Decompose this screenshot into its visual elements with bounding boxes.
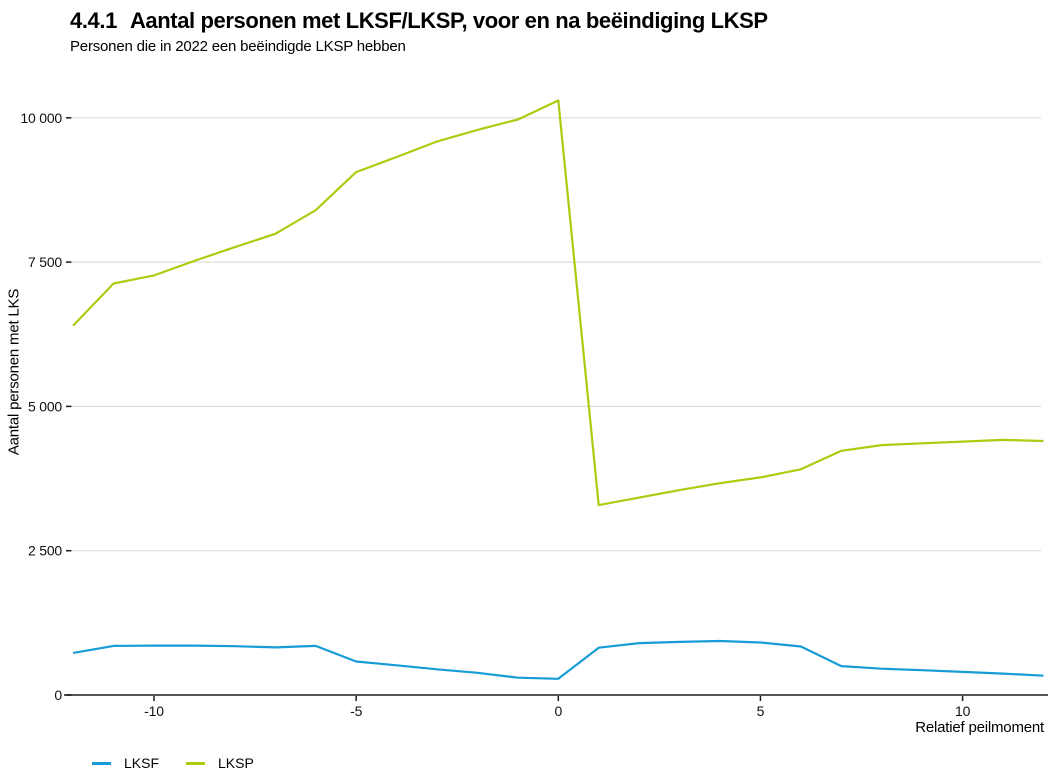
x-tick-label-10: 10 xyxy=(955,703,971,719)
chart-subtitle: Personen die in 2022 een beëindigde LKSP… xyxy=(70,38,406,55)
legend-label-lksp: LKSP xyxy=(218,755,254,771)
legend-item-lksp: LKSP xyxy=(186,755,254,771)
x-axis-title: Relatief peilmoment xyxy=(915,719,1044,736)
chart-title-text: Aantal personen met LKSF/LKSP, voor en n… xyxy=(129,8,768,33)
legend-label-lksf: LKSF xyxy=(124,755,160,771)
y-tick-label-10000: 10 000 xyxy=(20,110,62,126)
y-tick-label-7500: 7 500 xyxy=(28,254,62,270)
x-tick-label-0: 0 xyxy=(555,703,563,719)
x-tick-label-5: 5 xyxy=(757,703,765,719)
y-tick-label-0: 0 xyxy=(54,687,62,703)
legend-item-lksf: LKSF xyxy=(92,755,159,771)
lksf-line-swatch xyxy=(92,761,111,765)
x-tick-label--10: -10 xyxy=(144,703,164,719)
y-tick-label-2500: 2 500 xyxy=(28,543,62,559)
lksp-line-swatch xyxy=(186,761,206,765)
y-tick-label-5000: 5 000 xyxy=(28,398,62,414)
chart-title-number: 4.4.1 xyxy=(70,8,117,33)
lksp-line xyxy=(72,99,1044,507)
lksf-line xyxy=(72,639,1044,680)
x-tick-label--5: -5 xyxy=(350,703,362,719)
chart-legend: LKSF LKSP xyxy=(92,755,254,771)
chart-title: 4.4.1 Aantal personen met LKSF/LKSP, voo… xyxy=(70,8,768,34)
